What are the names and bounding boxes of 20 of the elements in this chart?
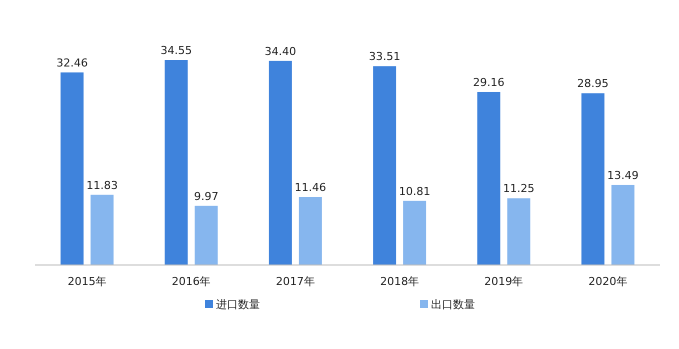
legend-label: 出口数量 <box>431 298 475 311</box>
data-label: 29.16 <box>473 76 504 89</box>
data-label: 34.40 <box>264 44 296 58</box>
data-label: 32.46 <box>56 56 88 70</box>
x-tick-label: 2019年 <box>484 275 524 288</box>
data-label: 13.49 <box>607 168 639 182</box>
x-tick-label: 2018年 <box>380 275 420 288</box>
data-label: 28.95 <box>577 77 609 90</box>
data-label: 11.83 <box>86 178 118 192</box>
data-label: 9.97 <box>194 190 218 203</box>
x-tick-label: 2015年 <box>68 275 107 288</box>
data-label: 11.46 <box>294 181 326 194</box>
legend-label: 进口数量 <box>216 298 260 311</box>
data-label: 33.51 <box>368 50 400 64</box>
data-label: 34.55 <box>160 44 192 57</box>
x-tick-label: 2017年 <box>276 275 315 288</box>
x-tick-label: 2016年 <box>172 275 211 288</box>
data-label: 11.25 <box>503 182 534 196</box>
x-tick-label: 2020年 <box>588 275 628 288</box>
data-label: 10.81 <box>398 184 430 198</box>
